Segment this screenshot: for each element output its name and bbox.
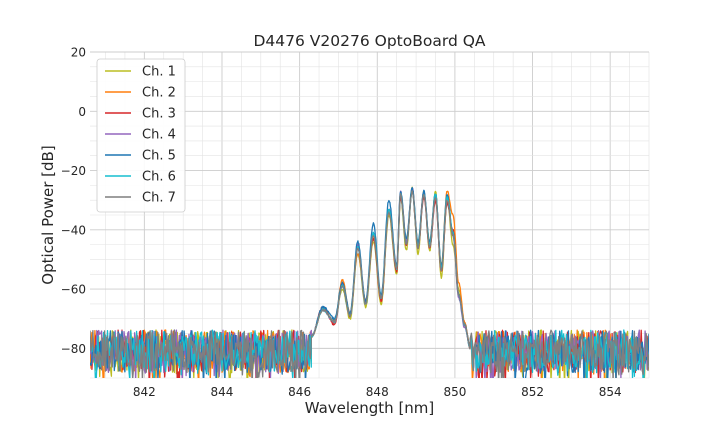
series-line-7 xyxy=(90,190,649,378)
legend-frame xyxy=(96,58,186,213)
x-tick-label: 848 xyxy=(366,385,389,399)
legend-entry: Ch. 4 xyxy=(142,128,176,143)
x-axis-label: Wavelength [nm] xyxy=(305,399,435,417)
legend-entry: Ch. 2 xyxy=(142,86,176,101)
y-tick-label: −40 xyxy=(61,223,86,237)
y-tick-labels: −80 −60 −40 −20 0 20 xyxy=(61,46,86,356)
legend-entry: Ch. 7 xyxy=(142,191,176,206)
y-tick-label: −80 xyxy=(61,342,86,356)
legend: Ch. 1 Ch. 2 Ch. 3 Ch. 4 Ch. 5 Ch. 6 Ch. 7 xyxy=(96,58,186,213)
y-tick-label: 0 xyxy=(78,105,86,119)
y-axis-label: Optical Power [dB] xyxy=(39,145,57,284)
x-tick-label: 846 xyxy=(288,385,311,399)
series-layer xyxy=(90,186,649,378)
x-tick-label: 844 xyxy=(211,385,234,399)
legend-entry: Ch. 3 xyxy=(142,107,176,122)
x-tick-label: 842 xyxy=(133,385,156,399)
x-tick-labels: 842 844 846 848 850 852 854 xyxy=(133,385,622,399)
y-tick-label: −20 xyxy=(61,164,86,178)
legend-entry: Ch. 6 xyxy=(142,170,176,185)
y-tick-label: −60 xyxy=(61,283,86,297)
legend-entry: Ch. 1 xyxy=(142,65,176,80)
y-tick-label: 20 xyxy=(71,46,86,60)
legend-entry: Ch. 5 xyxy=(142,149,176,164)
x-tick-label: 854 xyxy=(599,385,622,399)
x-tick-label: 852 xyxy=(521,385,544,399)
chart-title: D4476 V20276 OptoBoard QA xyxy=(253,32,485,50)
x-tick-label: 850 xyxy=(443,385,466,399)
